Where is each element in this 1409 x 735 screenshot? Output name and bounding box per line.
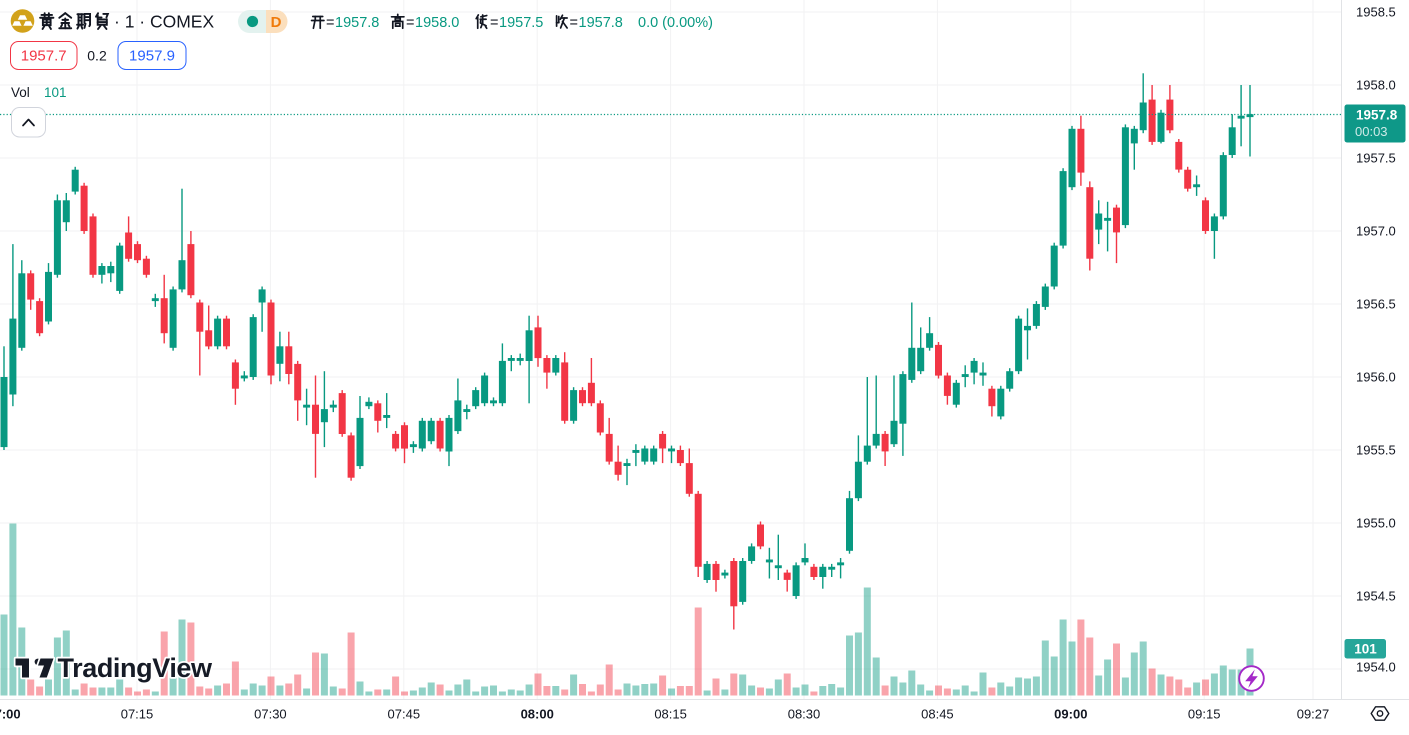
- svg-text:09:15: 09:15: [1188, 707, 1221, 722]
- svg-text:=: =: [490, 15, 498, 31]
- svg-text:1954.5: 1954.5: [1356, 589, 1396, 604]
- svg-text:07:15: 07:15: [121, 707, 154, 722]
- svg-text:09:00: 09:00: [1054, 707, 1087, 722]
- svg-text:08:45: 08:45: [921, 707, 954, 722]
- svg-text:Vol: Vol: [11, 85, 30, 100]
- svg-text:1954.0: 1954.0: [1356, 660, 1396, 675]
- svg-text:101: 101: [1354, 642, 1377, 657]
- svg-text:0.2: 0.2: [87, 48, 107, 64]
- svg-text:1957.5: 1957.5: [499, 15, 543, 31]
- svg-text:1955.5: 1955.5: [1356, 443, 1396, 458]
- svg-text:09:27: 09:27: [1297, 707, 1330, 722]
- svg-text:· 1 · COMEX: · 1 · COMEX: [114, 12, 214, 32]
- svg-text:D: D: [271, 14, 282, 31]
- svg-text:07:30: 07:30: [254, 707, 287, 722]
- svg-text:08:15: 08:15: [654, 707, 687, 722]
- svg-text:101: 101: [44, 85, 67, 100]
- svg-text:=: =: [570, 15, 578, 31]
- svg-text:1958.0: 1958.0: [1356, 78, 1396, 93]
- svg-text:1955.0: 1955.0: [1356, 516, 1396, 531]
- svg-text:1957.8: 1957.8: [579, 15, 623, 31]
- svg-text:1957.5: 1957.5: [1356, 151, 1396, 166]
- svg-text:08:00: 08:00: [521, 707, 554, 722]
- svg-text:1957.8: 1957.8: [335, 15, 379, 31]
- svg-text:1956.5: 1956.5: [1356, 297, 1396, 312]
- svg-text:1957.9: 1957.9: [129, 48, 175, 65]
- svg-text:0.0 (0.00%): 0.0 (0.00%): [638, 15, 713, 31]
- svg-text:1957.0: 1957.0: [1356, 224, 1396, 239]
- svg-text:TradingView: TradingView: [58, 653, 214, 683]
- svg-text:1957.8: 1957.8: [1356, 108, 1398, 123]
- svg-text:=: =: [406, 15, 414, 31]
- svg-text:08:30: 08:30: [788, 707, 821, 722]
- svg-text:1958.5: 1958.5: [1356, 5, 1396, 20]
- svg-text:00:03: 00:03: [1355, 124, 1388, 139]
- svg-text:07:00: 07:00: [0, 707, 21, 722]
- svg-text:1957.7: 1957.7: [21, 48, 67, 65]
- svg-text:07:45: 07:45: [388, 707, 421, 722]
- svg-text:=: =: [326, 15, 334, 31]
- svg-text:1958.0: 1958.0: [415, 15, 459, 31]
- svg-text:1956.0: 1956.0: [1356, 370, 1396, 385]
